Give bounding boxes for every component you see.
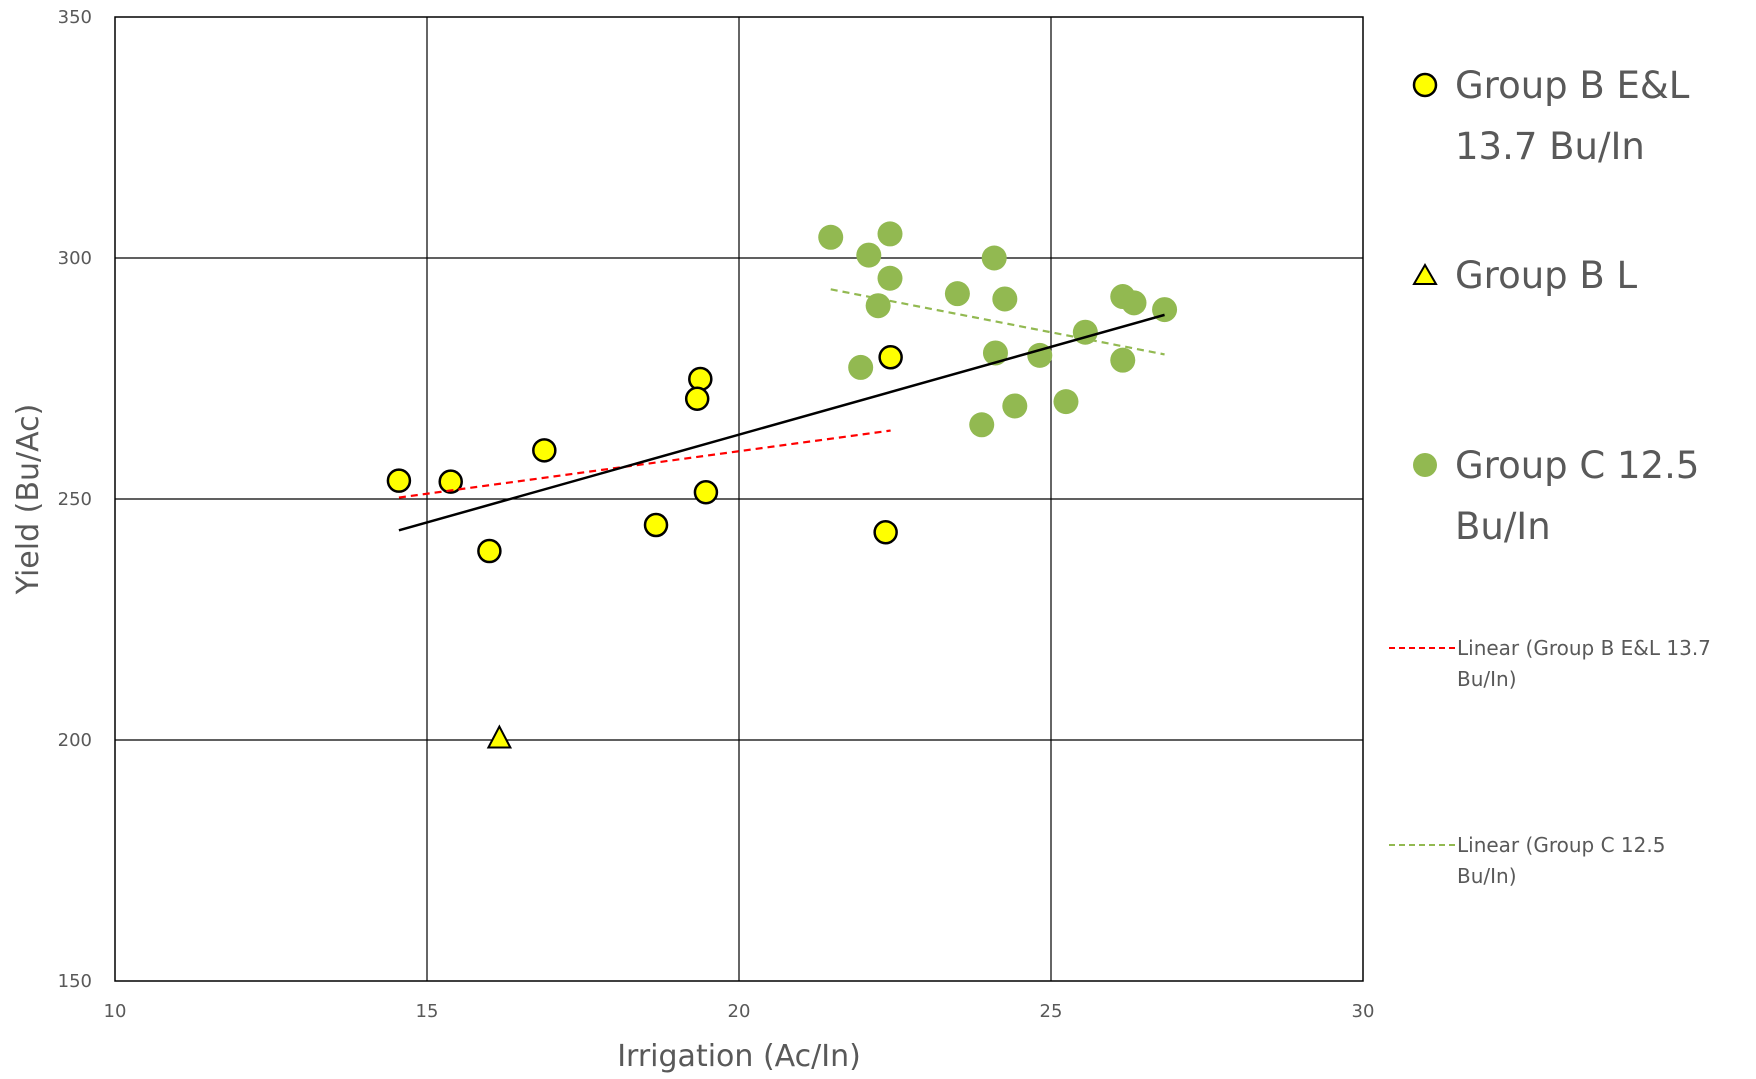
data-point-triangle — [486, 724, 513, 749]
legend-label-group-c-line2: Bu/In — [1455, 505, 1551, 548]
legend-item-group-b-el: Group B E&L 13.7 Bu/In — [1395, 55, 1689, 177]
legend-item-group-b-l: Group B L — [1395, 245, 1637, 306]
legend-item-group-c: Group C 12.5 Bu/In — [1395, 435, 1699, 557]
x-axis-label: Irrigation (Ac/In) — [617, 1039, 861, 1074]
legend-circle-yellow-icon — [1412, 72, 1438, 98]
data-point-circle — [878, 345, 903, 370]
data-point-circle — [684, 386, 710, 411]
data-point-circle — [969, 412, 995, 438]
trendline — [830, 288, 1165, 356]
legend-label-linear-group-c-line1: Linear (Group C 12.5 — [1457, 833, 1666, 857]
data-point-circle — [1053, 389, 1079, 415]
data-point-circle — [982, 340, 1008, 366]
data-point-circle — [992, 286, 1018, 312]
data-point-circle — [693, 480, 719, 505]
data-point-circle — [532, 438, 557, 463]
x-tick-label: 10 — [104, 1001, 127, 1022]
data-point-circle — [981, 245, 1007, 271]
legend-triangle-yellow-icon — [1412, 263, 1438, 285]
legend-label-group-b-el-line1: Group B E&L — [1455, 64, 1690, 107]
data-point-circle — [438, 469, 463, 494]
legend-circle-green-icon — [1413, 453, 1437, 477]
y-tick-label: 200 — [58, 730, 92, 751]
data-point-circle — [688, 366, 713, 392]
data-point-circle — [477, 538, 502, 564]
data-point-circle — [856, 242, 882, 268]
x-tick-label: 20 — [728, 1001, 751, 1022]
data-point-circle — [848, 354, 874, 380]
legend-item-linear-group-b-el: Linear (Group B E&L 13.7 Bu/In) — [1387, 633, 1711, 695]
y-tick-label: 300 — [58, 248, 92, 269]
plot-area-border — [114, 16, 1364, 982]
legend-dashed-green-line-icon — [1389, 844, 1455, 846]
x-tick-label: 30 — [1352, 1001, 1375, 1022]
legend-label-group-b-l: Group B L — [1455, 254, 1638, 297]
legend-label-linear-group-b-el-line2: Bu/In) — [1457, 667, 1517, 691]
y-tick-label: 350 — [58, 7, 92, 28]
legend-label-group-b-el-line2: 13.7 Bu/In — [1455, 125, 1645, 168]
x-tick-label: 25 — [1040, 1001, 1063, 1022]
trendline — [398, 313, 1165, 532]
legend-item-linear-group-c: Linear (Group C 12.5 Bu/In) — [1387, 830, 1665, 892]
y-tick-label: 150 — [58, 971, 92, 992]
legend-label-group-c-line1: Group C 12.5 — [1455, 444, 1700, 487]
data-point-circle — [1121, 290, 1147, 316]
legend-label-linear-group-b-el-line1: Linear (Group B E&L 13.7 — [1457, 636, 1711, 660]
data-point-circle — [873, 520, 898, 545]
y-axis-label: Yield (Bu/Ac) — [11, 404, 46, 596]
data-point-circle — [818, 224, 844, 250]
data-point-circle — [944, 281, 970, 307]
y-tick-label: 250 — [58, 489, 92, 510]
data-point-circle — [877, 221, 903, 247]
data-point-circle — [386, 468, 412, 493]
x-tick-label: 15 — [416, 1001, 439, 1022]
legend-label-linear-group-c-line2: Bu/In) — [1457, 864, 1517, 888]
data-point-circle — [877, 265, 903, 291]
data-point-circle — [1002, 393, 1028, 419]
trendline — [398, 429, 891, 499]
data-point-circle — [1110, 347, 1136, 373]
data-point-circle — [643, 512, 669, 538]
legend-dashed-red-line-icon — [1389, 647, 1455, 649]
